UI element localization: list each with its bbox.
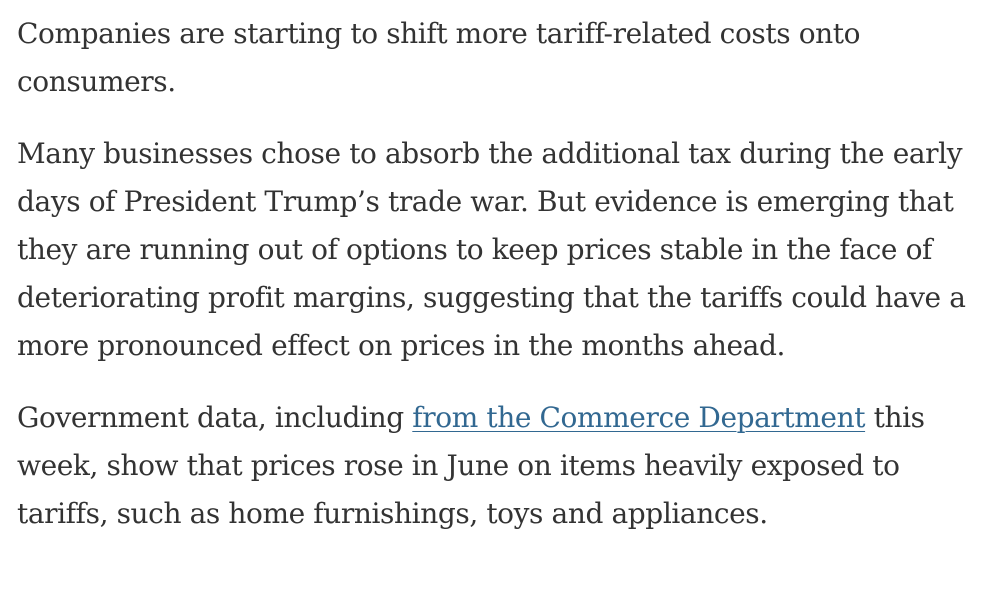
paragraph-1: Companies are starting to shift more tar… [17, 10, 987, 106]
paragraph-3-text-before-link: Government data, including [17, 401, 413, 434]
paragraph-2: Many businesses chose to absorb the addi… [17, 130, 987, 370]
commerce-department-link[interactable]: from the Commerce Department [412, 401, 866, 434]
paragraph-2-text: Many businesses chose to absorb the addi… [17, 137, 966, 362]
article-body: Companies are starting to shift more tar… [17, 10, 987, 562]
paragraph-1-text: Companies are starting to shift more tar… [17, 17, 861, 98]
paragraph-3-text-after-link: this week, show that prices rose in June… [17, 401, 925, 530]
paragraph-3: Government data, including from the Comm… [17, 394, 987, 538]
